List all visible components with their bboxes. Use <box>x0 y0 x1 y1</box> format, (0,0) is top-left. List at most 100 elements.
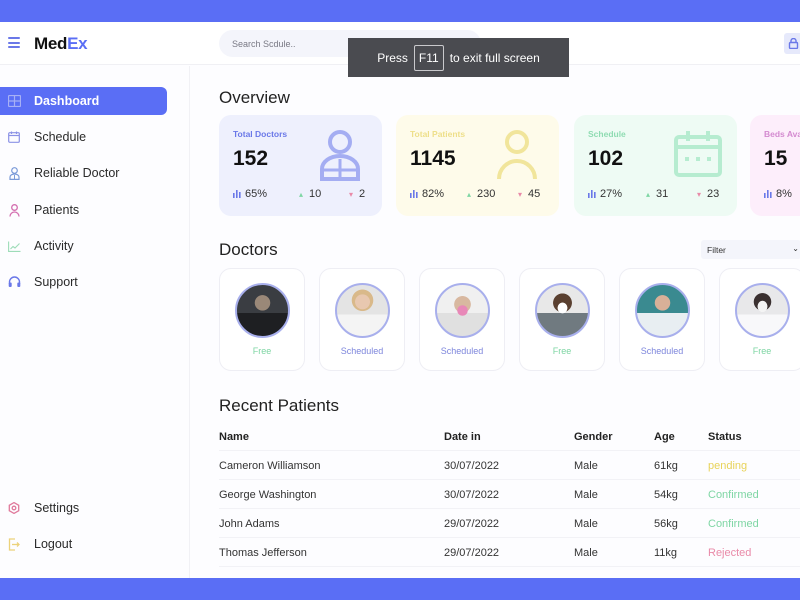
sidebar-item-dashboard[interactable]: Dashboard <box>0 87 167 115</box>
column-header-age[interactable]: Age <box>654 431 675 443</box>
recent-patients-title: Recent Patients <box>219 396 340 415</box>
sidebar-label: Logout <box>34 537 73 551</box>
sidebar-item-reliable-doctor[interactable]: Reliable Doctor <box>0 159 167 187</box>
chevron-down-icon: ⌄ <box>792 244 799 253</box>
stat-card-total-patients[interactable]: Total Patients 1145 82% ▴ 230 ▾ 45 <box>396 115 559 216</box>
card-value: 152 <box>233 147 269 170</box>
arrow-down-icon: ▾ <box>518 190 523 199</box>
sidebar-item-settings[interactable]: Settings <box>0 494 167 522</box>
column-header-status[interactable]: Status <box>708 431 742 443</box>
arrow-up-icon: ▴ <box>299 190 304 199</box>
card-value: 15 <box>764 147 788 170</box>
doctor-avatar <box>235 283 290 338</box>
doctor-card[interactable]: Free <box>519 268 605 371</box>
card-down: 23 <box>707 188 720 200</box>
card-up: 230 <box>477 188 496 200</box>
patient-age: 54kg <box>654 489 678 501</box>
sidebar-label: Schedule <box>34 130 87 144</box>
lock-button[interactable] <box>784 33 800 54</box>
user-icon <box>7 203 21 217</box>
sidebar-label: Patients <box>34 203 80 217</box>
card-percent: 8% <box>776 188 792 200</box>
sidebar-label: Dashboard <box>34 94 100 108</box>
logo-part-med: Med <box>34 34 68 53</box>
card-label: Total Patients <box>410 129 466 139</box>
patient-status: Confirmed <box>708 518 759 530</box>
column-header-name[interactable]: Name <box>219 431 249 443</box>
doctor-status: Free <box>752 346 772 356</box>
patient-status: Confirmed <box>708 489 759 501</box>
card-up: 31 <box>656 188 669 200</box>
stat-card-total-doctors[interactable]: Total Doctors 152 65% ▴ 10 ▾ 2 <box>219 115 382 216</box>
overview-title: Overview <box>219 88 290 107</box>
doctor-card[interactable]: Scheduled <box>419 268 505 371</box>
doctors-title: Doctors <box>219 240 278 259</box>
doctor-status: Free <box>252 346 272 356</box>
toast-prefix: Press <box>377 50 408 65</box>
card-down: 45 <box>528 188 541 200</box>
doctor-avatar <box>535 283 590 338</box>
stat-card-schedule[interactable]: Schedule 102 27% ▴ 31 ▾ 23 <box>574 115 737 216</box>
column-header-date[interactable]: Date in <box>444 431 481 443</box>
hamburger-menu-icon[interactable] <box>8 37 20 48</box>
doctor-card[interactable]: Free <box>719 268 800 371</box>
arrow-down-icon: ▾ <box>697 190 702 199</box>
card-label: Schedule <box>588 129 626 139</box>
card-value: 102 <box>588 147 624 170</box>
doctor-status: Scheduled <box>640 346 684 356</box>
logout-icon <box>7 537 21 551</box>
column-header-gender[interactable]: Gender <box>574 431 613 443</box>
sidebar: Dashboard Schedule Reliable Doctor Patie… <box>0 66 190 578</box>
doctor-status: Scheduled <box>340 346 384 356</box>
window-frame-top <box>0 0 800 22</box>
stat-card-beds-available[interactable]: Beds Available 15 8% <box>750 115 800 216</box>
doctor-status: Scheduled <box>440 346 484 356</box>
patient-date: 30/07/2022 <box>444 489 500 501</box>
card-percent: 82% <box>422 188 445 200</box>
doctor-card[interactable]: Free <box>219 268 305 371</box>
grid-icon <box>7 94 21 108</box>
sidebar-item-logout[interactable]: Logout <box>0 530 167 558</box>
table-row[interactable]: Cameron Williamson 30/07/2022 Male 61kg … <box>219 451 800 480</box>
patient-name: Cameron Williamson <box>219 460 321 472</box>
toast-suffix: to exit full screen <box>449 50 540 65</box>
bar-chart-icon <box>233 190 241 198</box>
patient-date: 30/07/2022 <box>444 460 500 472</box>
patient-date: 29/07/2022 <box>444 547 500 559</box>
arrow-up-icon: ▴ <box>467 190 472 199</box>
headset-icon <box>7 275 21 289</box>
patient-age: 56kg <box>654 518 678 530</box>
doctor-status: Free <box>552 346 572 356</box>
doctor-card[interactable]: Scheduled <box>319 268 405 371</box>
patient-age: 61kg <box>654 460 678 472</box>
patient-status: Rejected <box>708 547 752 559</box>
doctor-avatar <box>735 283 790 338</box>
bar-chart-icon <box>588 190 596 198</box>
table-row[interactable]: George Washington 30/07/2022 Male 54kg C… <box>219 480 800 509</box>
table-header: Name Date in Gender Age Status <box>219 423 800 451</box>
sidebar-item-schedule[interactable]: Schedule <box>0 123 167 151</box>
sidebar-item-patients[interactable]: Patients <box>0 196 167 224</box>
window-frame-bottom <box>0 578 800 600</box>
app-logo[interactable]: MedEx <box>34 34 88 54</box>
doctor-card[interactable]: Scheduled <box>619 268 705 371</box>
bar-chart-icon <box>410 190 418 198</box>
main-content: Overview Total Doctors 152 65% ▴ 10 ▾ 2 To… <box>191 66 800 578</box>
logo-part-ex: Ex <box>67 34 88 53</box>
toast-key: F11 <box>413 44 444 71</box>
table-row[interactable]: Thomas Jefferson 29/07/2022 Male 11kg Re… <box>219 538 800 567</box>
calendar-icon <box>674 131 722 177</box>
sidebar-label: Support <box>34 275 78 289</box>
doctor-icon <box>320 130 360 181</box>
sidebar-item-support[interactable]: Support <box>0 268 167 296</box>
doctors-filter-select[interactable]: Filter ⌄ <box>701 240 800 259</box>
card-label: Beds Available <box>764 129 800 139</box>
card-percent: 65% <box>245 188 268 200</box>
patients-table: Name Date in Gender Age Status Cameron W… <box>219 423 800 567</box>
doctor-avatar <box>335 283 390 338</box>
table-row[interactable]: John Adams 29/07/2022 Male 56kg Confirme… <box>219 509 800 538</box>
doctor-icon <box>7 166 21 180</box>
sidebar-item-activity[interactable]: Activity <box>0 232 167 260</box>
sidebar-label: Reliable Doctor <box>34 166 120 180</box>
filter-label: Filter <box>707 245 726 255</box>
